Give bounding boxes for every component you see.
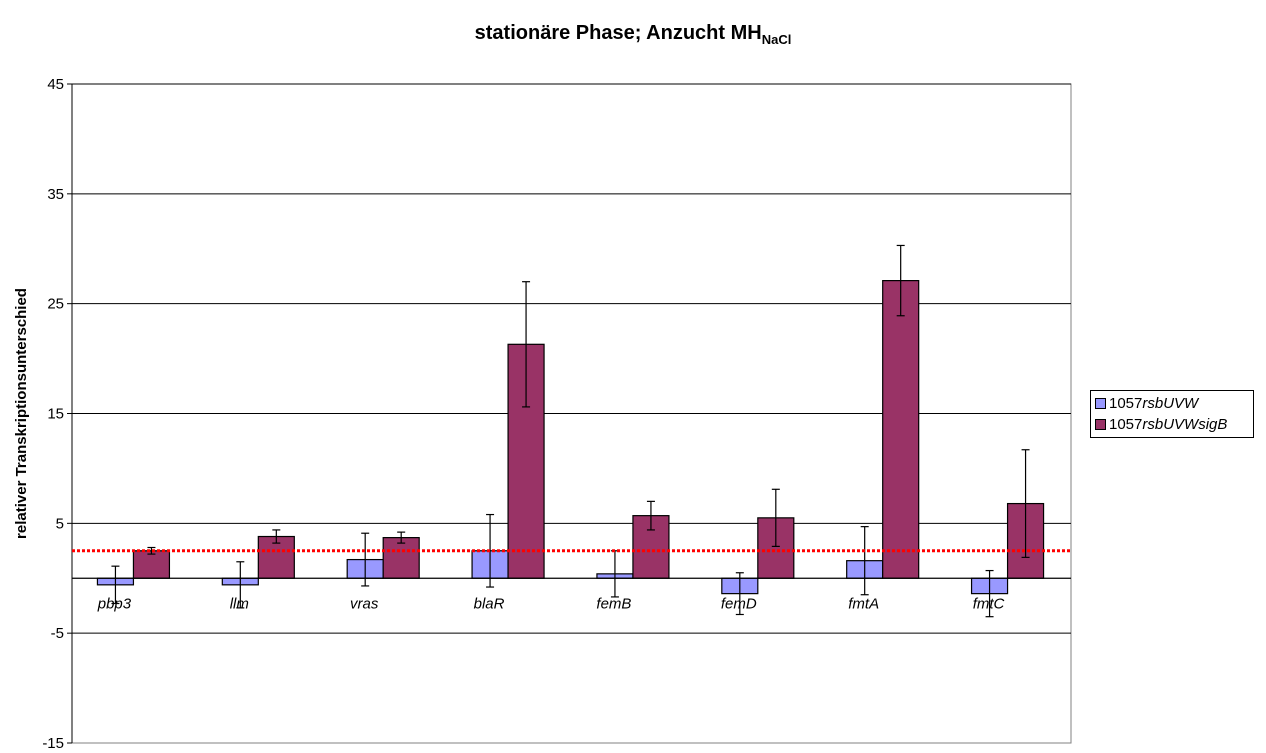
legend-label-prefix: 1057 — [1109, 416, 1143, 433]
y-tick-label: 15 — [47, 406, 64, 423]
bar-1057rsbUVWsigB-fmtA — [882, 280, 920, 579]
legend-label-italic: rsbUVWsigB — [1142, 416, 1228, 433]
y-tick-label: 35 — [47, 186, 64, 203]
category-label-blaR: blaR — [474, 595, 505, 612]
y-tick-label: 5 — [56, 515, 64, 532]
bar-1057rsbUVWsigB-vras — [382, 537, 420, 579]
legend-item-1057rsbUVWsigB: 1057 rsbUVWsigB — [1095, 416, 1227, 433]
chart-title-subscript: NaCl — [761, 32, 792, 47]
legend-swatch — [1095, 398, 1106, 409]
tick-labels: -15 -5 5 15 25 35 45 relativer Transkriptionsun… — [13, 76, 1005, 752]
bar-1057rsbUVWsigB-llm — [257, 535, 295, 579]
legend: 1057 rsbUVW 1057 rsbUVWsigB — [1090, 390, 1254, 438]
legend-label-italic: rsbUVW — [1142, 395, 1199, 412]
y-tick-label: 45 — [47, 76, 64, 93]
chart-title-main: stationäre Phase; Anzucht MH — [474, 22, 762, 44]
category-label-fmtA: fmtA — [848, 595, 879, 612]
legend-item-1057rsbUVW: 1057 rsbUVW — [1095, 395, 1198, 412]
category-label-pbp3: pbp3 — [97, 595, 132, 612]
category-label-femD: femD — [721, 595, 757, 612]
error-bars — [111, 244, 1030, 618]
legend-label-prefix: 1057 — [1109, 395, 1143, 412]
category-label-vras: vras — [350, 595, 379, 612]
category-label-llm: llm — [230, 595, 249, 612]
gridlines — [71, 83, 1072, 744]
bar-1057rsbUVWsigB-blaR — [507, 343, 545, 579]
axes — [67, 83, 1071, 744]
y-tick-label: -15 — [42, 735, 64, 752]
legend-swatch — [1095, 419, 1106, 430]
y-tick-label: -5 — [51, 625, 64, 642]
y-axis-title: relativer Transkriptionsunterschied — [13, 288, 30, 539]
chart-title: stationäre Phase; Anzucht MHNaCl — [0, 22, 1266, 47]
category-label-femB: femB — [596, 595, 631, 612]
bar-1057rsbUVWsigB-pbp3 — [132, 550, 171, 579]
y-tick-label: 25 — [47, 296, 64, 313]
category-label-fmtC: fmtC — [973, 595, 1005, 612]
